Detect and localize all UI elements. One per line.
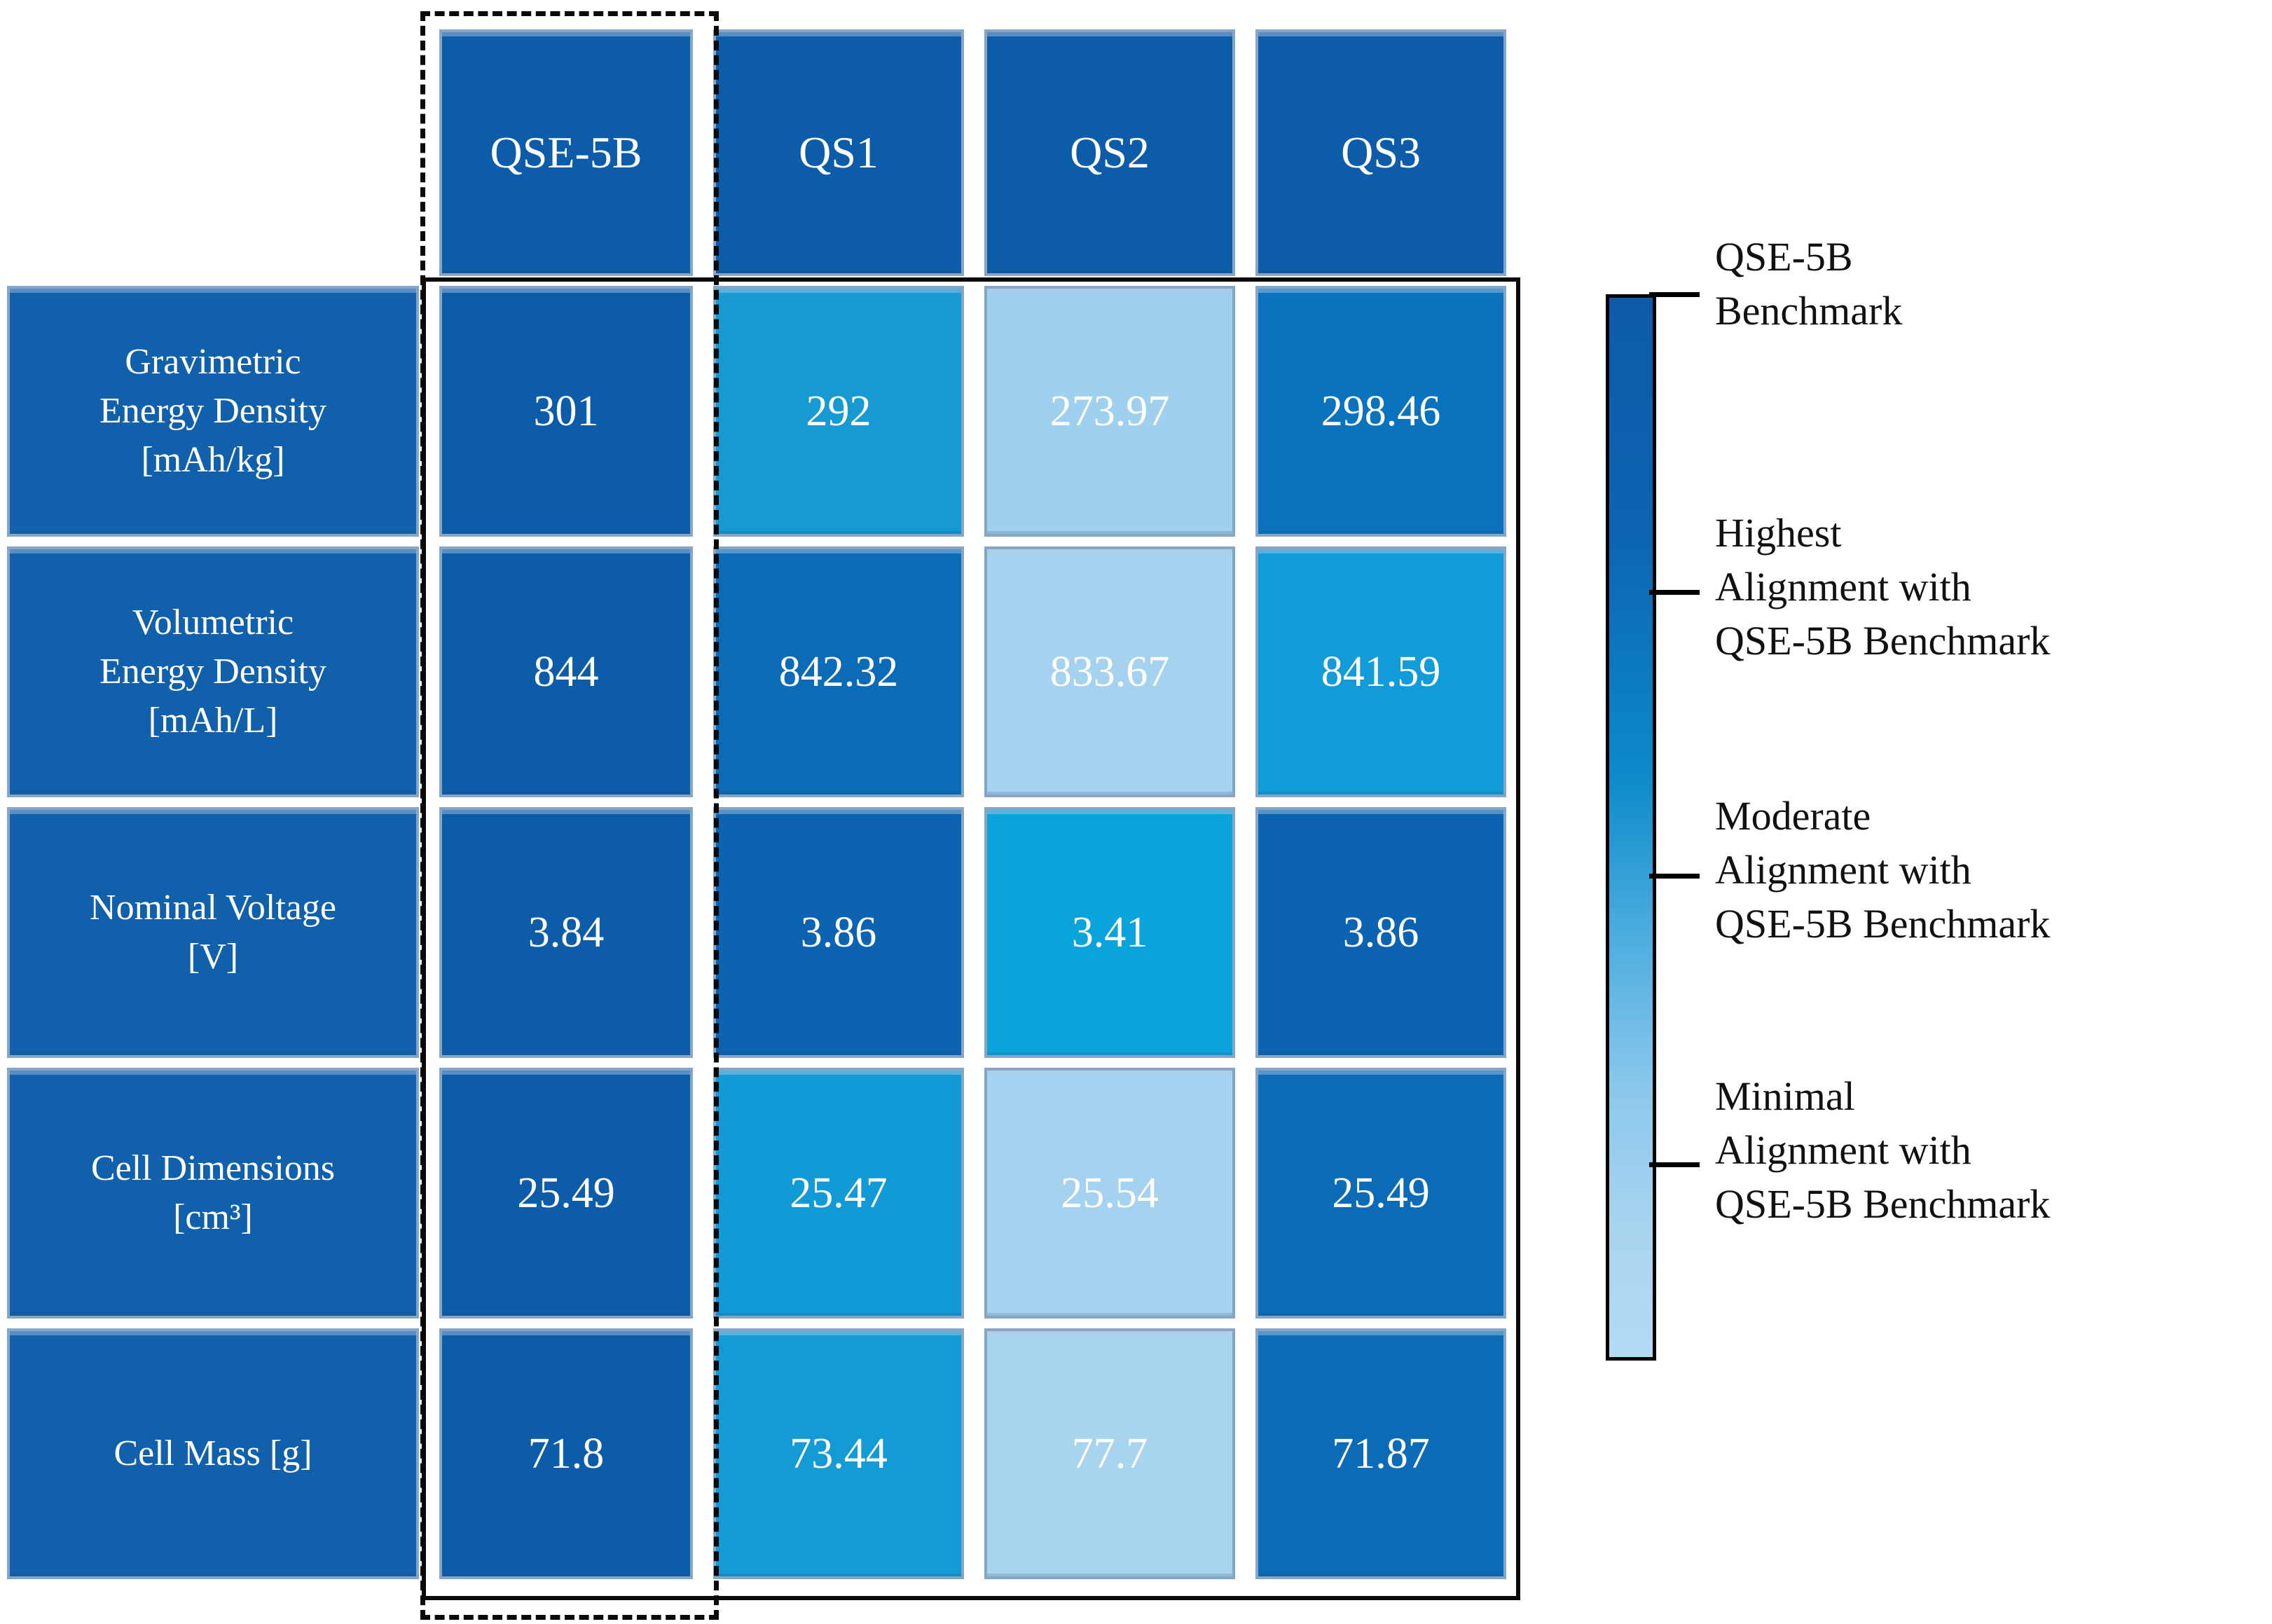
column-header-qs1: QS1 <box>713 29 964 276</box>
column-header-qse5b: QSE-5B <box>439 29 693 276</box>
cell-voltage-qse5b: 3.84 <box>439 807 693 1058</box>
cell-mass-qs2: 77.7 <box>984 1328 1235 1579</box>
legend-label-moderate: Moderate Alignment with QSE-5B Benchmark <box>1715 793 2051 947</box>
cell-mass-qse5b: 71.8 <box>439 1328 693 1579</box>
row-label-cell-dimensions: Cell Dimensions [cm³] <box>7 1068 419 1319</box>
cell-volumetric-qse5b: 844 <box>439 546 693 797</box>
column-header-qs3: QS3 <box>1255 29 1506 276</box>
cell-dimensions-qs1: 25.47 <box>713 1068 964 1319</box>
cell-voltage-qs3: 3.86 <box>1255 807 1506 1058</box>
legend-tick-moderate <box>1649 874 1700 879</box>
cell-volumetric-qs1: 842.32 <box>713 546 964 797</box>
comparison-table: QSE-5B QS1 QS2 QS3 Gravimetric Energy De… <box>7 29 1506 1579</box>
cell-voltage-qs2: 3.41 <box>984 807 1235 1058</box>
legend-label-benchmark: QSE-5B Benchmark <box>1715 234 1903 334</box>
legend-label-highest: Highest Alignment with QSE-5B Benchmark <box>1715 510 2051 664</box>
cell-gravimetric-qse5b: 301 <box>439 286 693 537</box>
row-label-volumetric-energy-density: Volumetric Energy Density [mAh/L] <box>7 546 419 797</box>
cell-volumetric-qs2: 833.67 <box>984 546 1235 797</box>
cell-gravimetric-qs1: 292 <box>713 286 964 537</box>
row-label-cell-mass: Cell Mass [g] <box>7 1328 419 1579</box>
legend-tick-highest <box>1649 590 1700 595</box>
cell-mass-qs1: 73.44 <box>713 1328 964 1579</box>
legend-colorbar <box>1606 294 1656 1361</box>
cell-mass-qs3: 71.87 <box>1255 1328 1506 1579</box>
table-corner-spacer <box>7 29 419 276</box>
row-label-nominal-voltage: Nominal Voltage [V] <box>7 807 419 1058</box>
legend-tick-benchmark <box>1649 292 1700 297</box>
cell-dimensions-qs2: 25.54 <box>984 1068 1235 1319</box>
cell-voltage-qs1: 3.86 <box>713 807 964 1058</box>
cell-volumetric-qs3: 841.59 <box>1255 546 1506 797</box>
legend-label-minimal: Minimal Alignment with QSE-5B Benchmark <box>1715 1073 2051 1227</box>
cell-dimensions-qse5b: 25.49 <box>439 1068 693 1319</box>
legend-tick-minimal <box>1649 1162 1700 1167</box>
cell-dimensions-qs3: 25.49 <box>1255 1068 1506 1319</box>
cell-gravimetric-qs2: 273.97 <box>984 286 1235 537</box>
row-label-gravimetric-energy-density: Gravimetric Energy Density [mAh/kg] <box>7 286 419 537</box>
column-header-qs2: QS2 <box>984 29 1235 276</box>
cell-gravimetric-qs3: 298.46 <box>1255 286 1506 537</box>
